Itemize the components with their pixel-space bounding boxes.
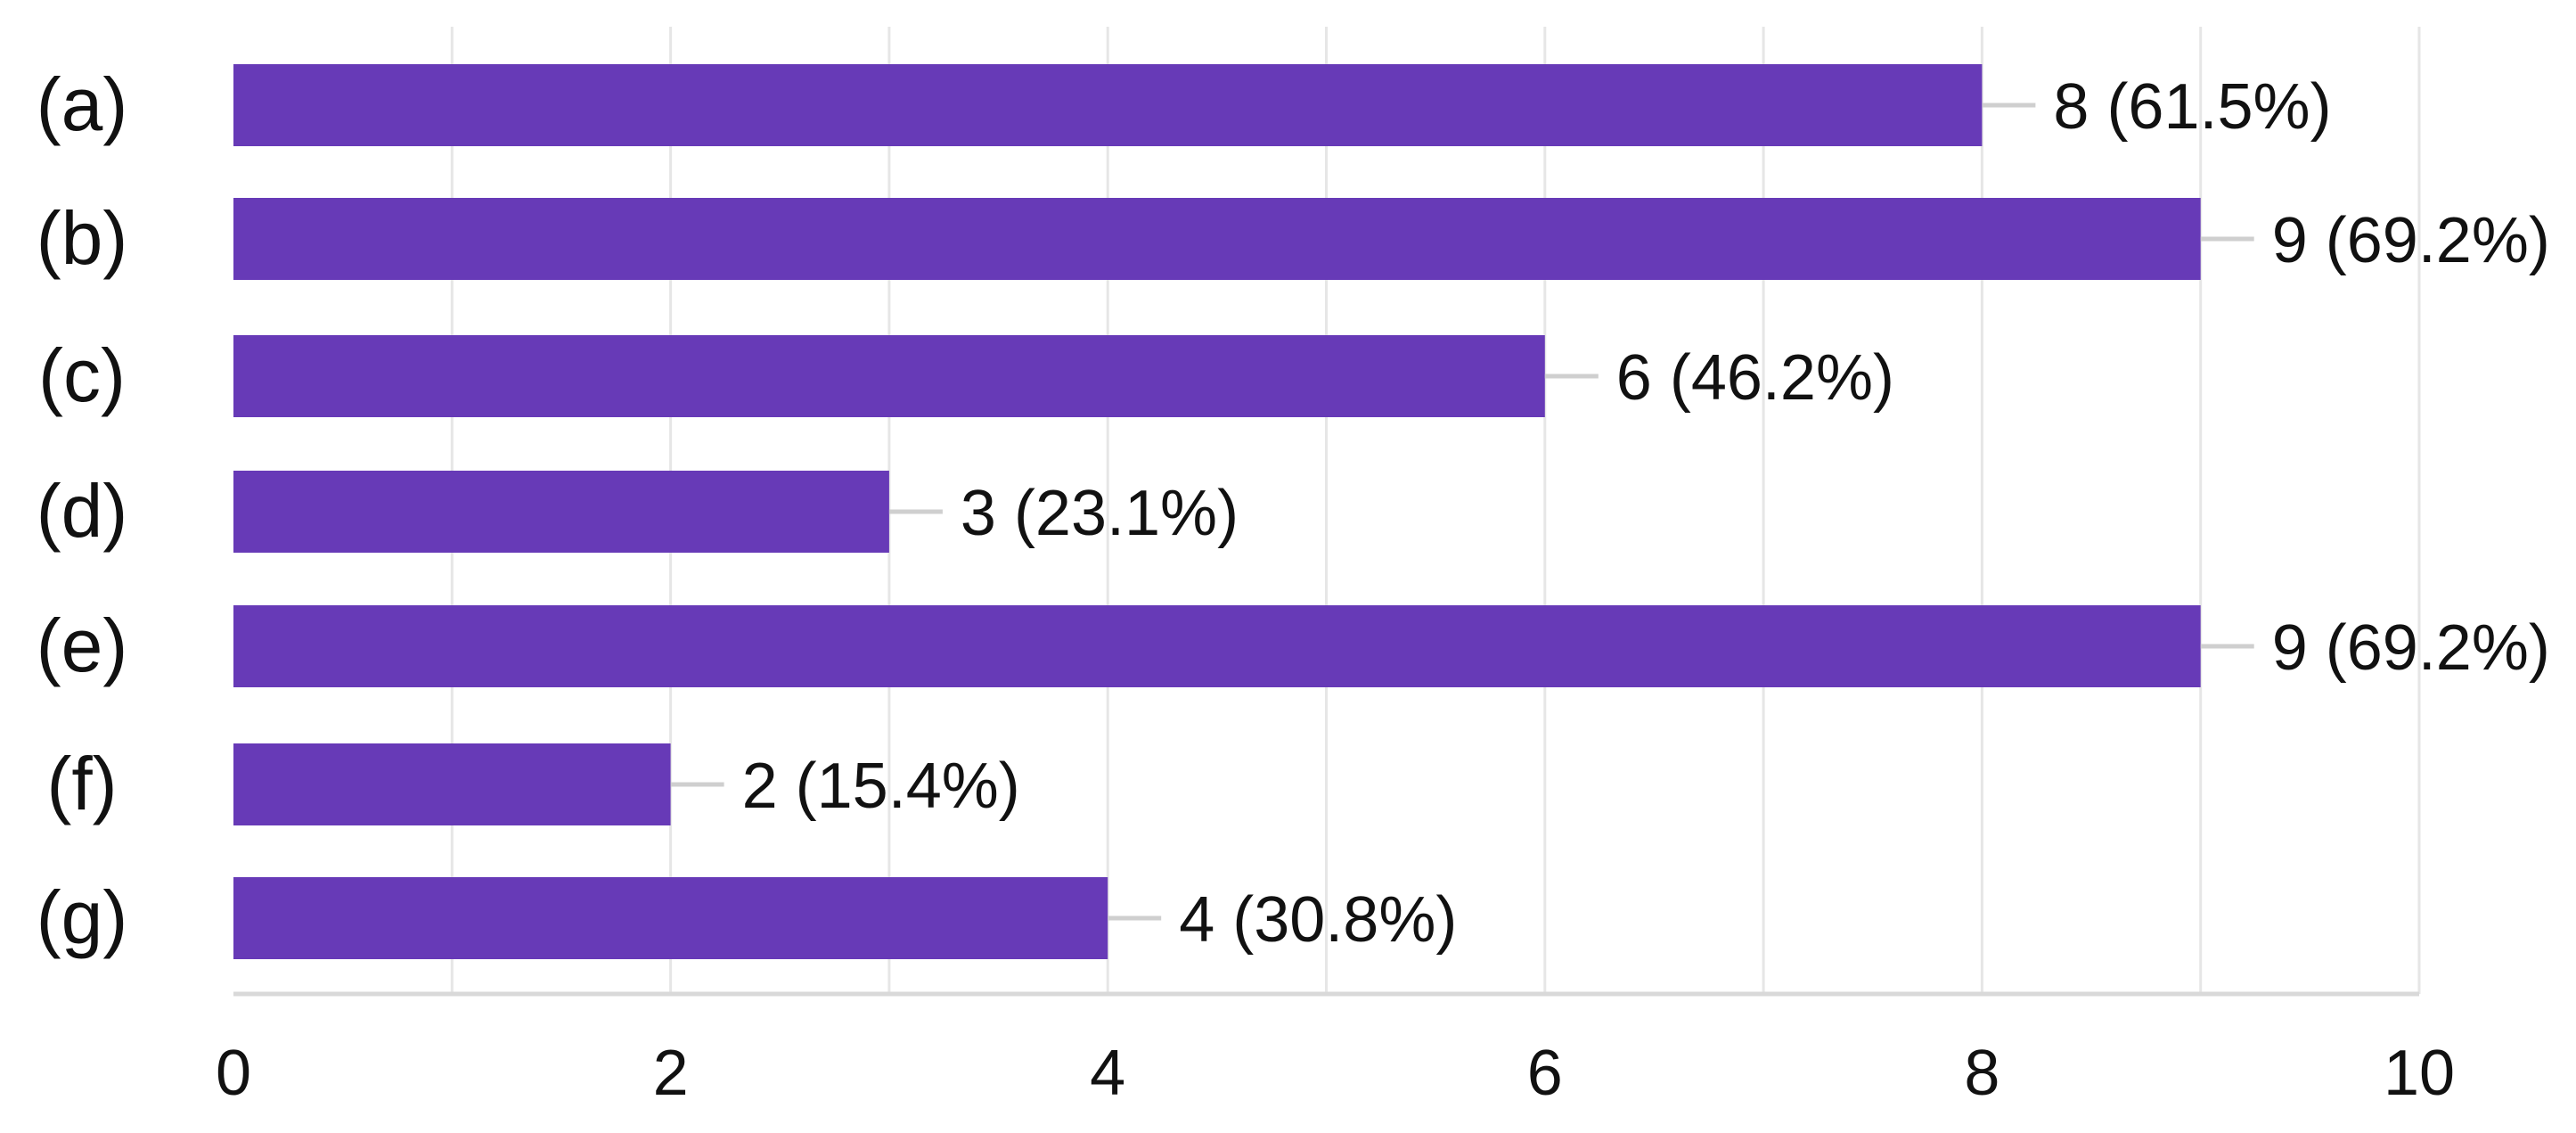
data-label: 3 (23.1%) — [961, 478, 1239, 549]
data-label: 9 (69.2%) — [2272, 205, 2550, 276]
x-tick-label: 0 — [216, 1038, 251, 1109]
x-tick-labels: 0 2 4 6 8 10 — [216, 1038, 2455, 1109]
bar — [233, 64, 1983, 146]
category-label: (g) — [37, 875, 128, 959]
x-tick-label: 2 — [653, 1038, 689, 1109]
category-label: (b) — [37, 196, 128, 280]
gridlines — [450, 27, 2421, 994]
bars — [233, 64, 2254, 959]
bar — [233, 198, 2201, 280]
bar — [233, 743, 671, 825]
data-label: 6 (46.2%) — [1616, 342, 1894, 414]
bar — [233, 605, 2201, 687]
category-label: (d) — [37, 469, 128, 553]
data-label: 4 (30.8%) — [1179, 884, 1457, 956]
bar — [233, 471, 889, 553]
data-label: 8 (61.5%) — [2053, 71, 2331, 143]
x-tick-label: 8 — [1964, 1038, 1999, 1109]
category-labels: (a) (b) (c) (d) (e) (f) (g) — [37, 62, 128, 959]
x-tick-label: 10 — [2384, 1038, 2455, 1109]
category-label: (f) — [46, 742, 117, 825]
data-label: 2 (15.4%) — [742, 751, 1020, 822]
x-tick-label: 6 — [1527, 1038, 1563, 1109]
x-tick-label: 4 — [1090, 1038, 1125, 1109]
data-label: 9 (69.2%) — [2272, 612, 2550, 684]
data-labels: 8 (61.5%) 9 (69.2%) 6 (46.2%) 3 (23.1%) 9 (6… — [742, 71, 2550, 956]
category-label: (e) — [37, 603, 128, 687]
bar — [233, 335, 1545, 417]
bar — [233, 877, 1108, 959]
category-label: (a) — [37, 62, 128, 146]
category-label: (c) — [38, 333, 126, 417]
